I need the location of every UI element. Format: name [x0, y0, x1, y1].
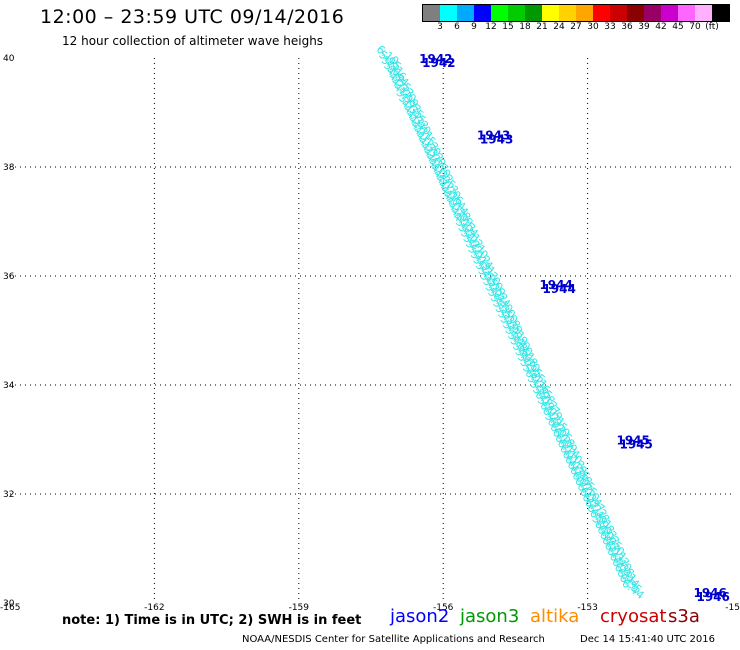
color-swatch [423, 5, 440, 21]
time-label: 1946 [693, 586, 726, 600]
color-swatch [661, 5, 678, 21]
color-legend-label: 36 [621, 22, 633, 32]
color-swatch [440, 5, 457, 21]
time-label: 1943 [480, 132, 513, 146]
color-swatch [576, 5, 593, 21]
x-tick-label: -162 [144, 603, 164, 613]
color-legend-label: 12 [485, 22, 497, 32]
credit-text: NOAA/NESDIS Center for Satellite Applica… [242, 634, 545, 645]
color-swatch [610, 5, 627, 21]
color-legend-label: 30 [587, 22, 599, 32]
satellite-legend-item: jason3 [460, 606, 520, 627]
y-tick-label: 32 [3, 490, 14, 500]
x-tick-label: -165 [0, 603, 20, 613]
satellite-legend-item: altika [530, 606, 580, 627]
satellite-legend-item: cryosat [600, 606, 667, 627]
color-swatch [525, 5, 542, 21]
color-legend-label: (ft) [705, 22, 719, 32]
color-legend-label: 9 [471, 22, 477, 32]
satellite-legend-item: s3a [668, 606, 700, 627]
color-legend-label: 39 [638, 22, 650, 32]
time-label: 1942 [422, 56, 455, 70]
color-legend-label: 24 [553, 22, 565, 32]
color-swatch [542, 5, 559, 21]
time-label: 1943 [477, 128, 510, 142]
color-swatch [712, 5, 729, 21]
y-tick-label: 36 [3, 272, 15, 282]
time-label: 1946 [696, 590, 729, 604]
x-tick-label: -15 [725, 603, 740, 613]
y-tick-label: 30 [3, 599, 15, 609]
satellite-legend-item: jason2 [390, 606, 450, 627]
chart-title: 12:00 – 23:59 UTC 09/14/2016 [40, 6, 345, 28]
color-swatch [695, 5, 712, 21]
color-legend-label: 21 [536, 22, 548, 32]
color-swatch [627, 5, 644, 21]
time-label: 1944 [542, 282, 575, 296]
color-swatch [593, 5, 610, 21]
x-tick-label: -156 [433, 603, 454, 613]
color-legend-label: 6 [454, 22, 460, 32]
color-legend-label: 33 [604, 22, 616, 32]
color-legend-label: 18 [519, 22, 531, 32]
time-label: 1944 [539, 278, 572, 292]
timestamp: Dec 14 15:41:40 UTC 2016 [580, 634, 715, 645]
color-swatch [678, 5, 695, 21]
y-tick-label: 40 [3, 54, 15, 64]
color-legend-label: 42 [655, 22, 667, 32]
color-legend-label: 3 [437, 22, 443, 32]
chart-subtitle: 12 hour collection of altimeter wave hei… [62, 34, 324, 48]
color-legend-label: 15 [502, 22, 514, 32]
time-label: 1942 [419, 52, 452, 66]
units-note: note: 1) Time is in UTC; 2) SWH is in fe… [62, 613, 362, 628]
color-swatch [491, 5, 508, 21]
color-swatch [559, 5, 576, 21]
color-swatch [508, 5, 525, 21]
y-tick-label: 34 [3, 381, 15, 391]
x-tick-label: -153 [577, 603, 597, 613]
color-swatch [474, 5, 491, 21]
color-legend-label: 45 [672, 22, 684, 32]
time-label: 1945 [616, 434, 649, 448]
y-tick-label: 38 [3, 163, 15, 173]
time-label: 1945 [619, 438, 652, 452]
color-legend-label: 70 [689, 22, 701, 32]
swh-value: 6.44 [619, 577, 646, 602]
color-legend [422, 4, 730, 22]
color-swatch [644, 5, 661, 21]
color-swatch [457, 5, 474, 21]
color-legend-label: 27 [570, 22, 582, 32]
x-tick-label: -159 [289, 603, 310, 613]
